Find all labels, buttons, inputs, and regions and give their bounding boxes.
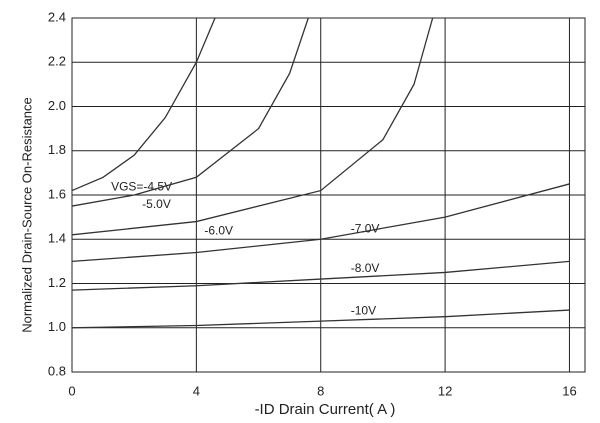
curve (72, 18, 215, 191)
y-tick-label: 1.8 (48, 142, 66, 157)
curve-label: -7.0V (351, 221, 380, 235)
x-axis-label: -ID Drain Current( A ) (255, 401, 396, 418)
x-tick-label: 16 (562, 383, 576, 398)
y-tick-label: 1.0 (48, 319, 66, 334)
y-tick-label: 1.2 (48, 275, 66, 290)
x-tick-label: 8 (317, 383, 324, 398)
curve-label: -8.0V (351, 261, 380, 275)
curve (72, 18, 308, 206)
curve-label: -10V (351, 303, 376, 317)
curve (72, 18, 433, 235)
y-tick-label: 0.8 (48, 363, 66, 378)
chart: Normalized Drain-Source On-Resistance -I… (0, 0, 600, 423)
x-tick-label: 0 (68, 383, 75, 398)
y-tick-label: 1.4 (48, 231, 66, 246)
y-tick-label: 2.2 (48, 54, 66, 69)
curve-label: -5.0V (142, 197, 171, 211)
y-tick-label: 2.4 (48, 9, 66, 24)
x-tick-label: 12 (438, 383, 452, 398)
y-axis-label: Normalized Drain-Source On-Resistance (19, 97, 34, 333)
x-tick-label: 4 (193, 383, 200, 398)
y-tick-label: 1.6 (48, 186, 66, 201)
curve-label: -6.0V (204, 224, 233, 238)
y-tick-label: 2.0 (48, 98, 66, 113)
